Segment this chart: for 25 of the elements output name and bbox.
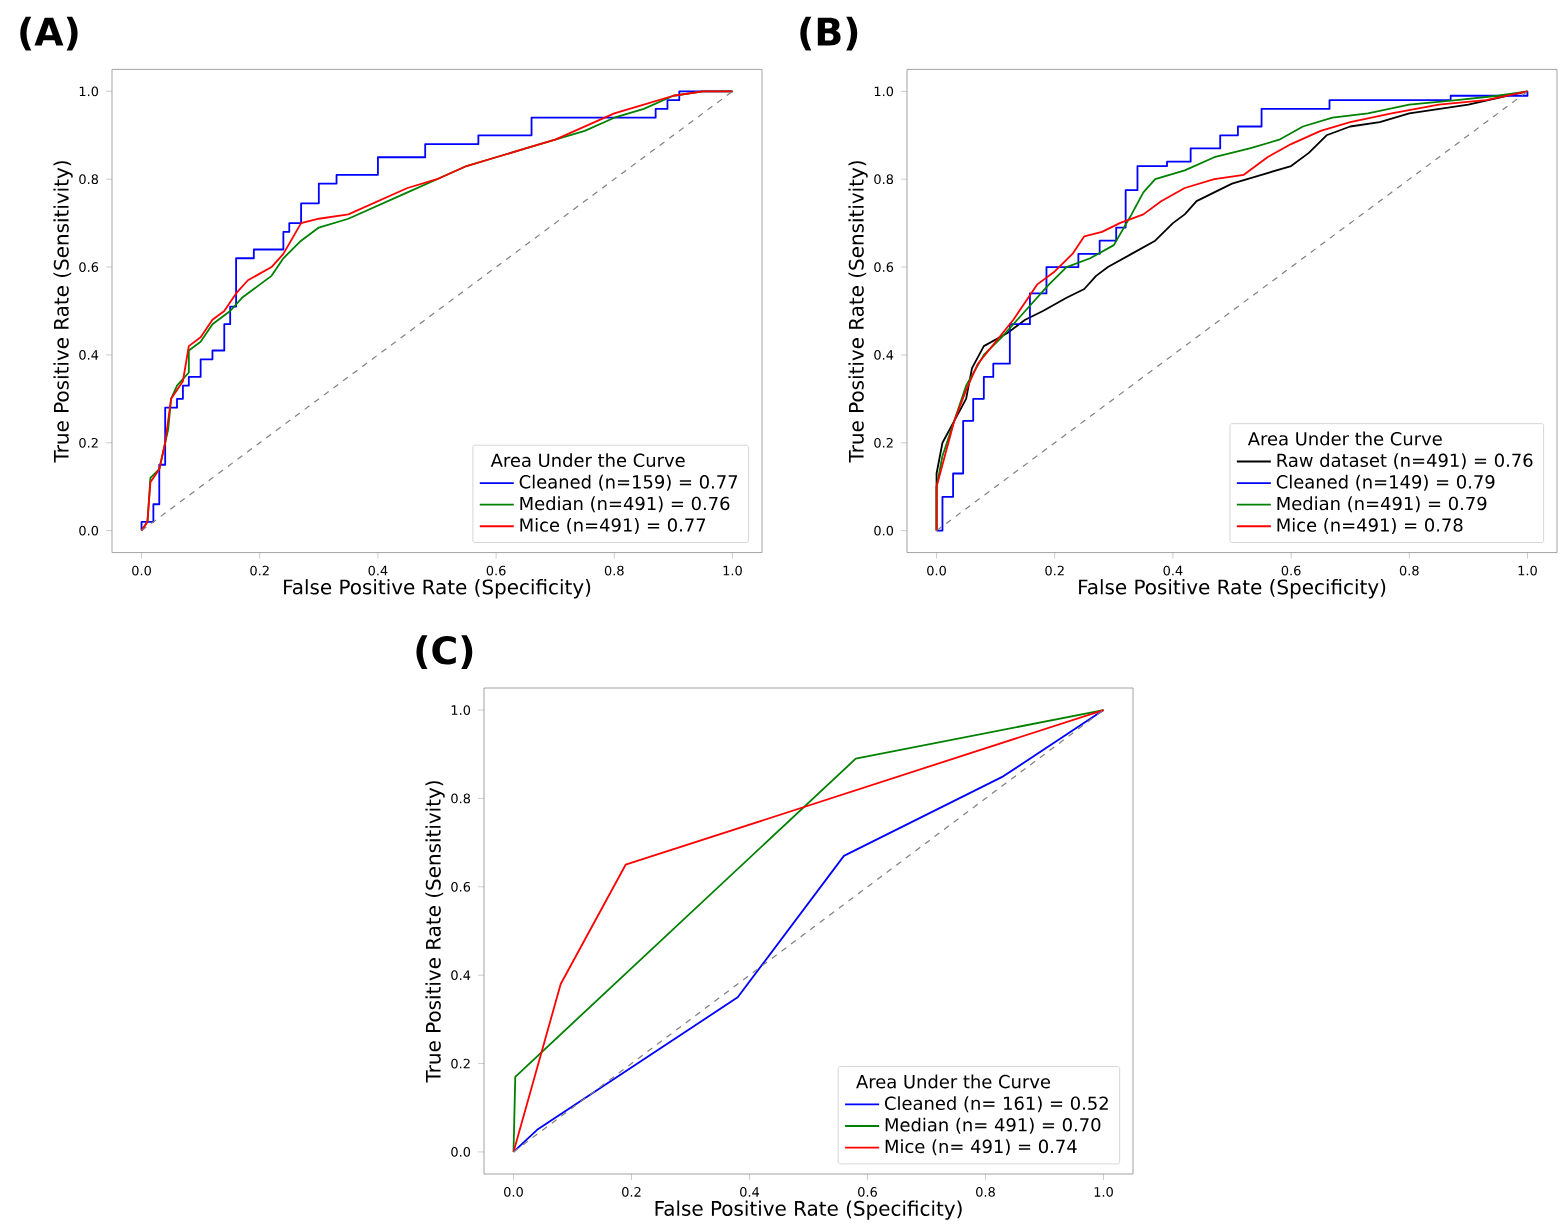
legend-label: Median (n= 491) = 0.70 [885, 1117, 1101, 1134]
legend-label: Mice (n=491) = 0.77 [520, 517, 706, 534]
legend-label: Median (n=491) = 0.76 [520, 496, 730, 513]
legend-label: Mice (n=491) = 0.78 [1277, 517, 1463, 534]
line-series [512, 709, 1105, 1153]
y-axis-title: True Positive Rate (Sensitivity) [848, 161, 868, 463]
line-series [935, 90, 1529, 532]
line-series [140, 90, 734, 532]
x-axis-title: False Positive Rate (Specificity) [284, 579, 591, 599]
y-axis-title: True Positive Rate (Sensitivity) [425, 781, 445, 1083]
legend-title: Area Under the Curve [490, 453, 685, 468]
legend-label: Mice (n= 491) = 0.74 [885, 1139, 1077, 1156]
y-axis-title: True Positive Rate (Sensitivity) [53, 161, 73, 463]
legend-label: Cleaned (n=149) = 0.79 [1276, 474, 1495, 491]
chart-title: (C) [416, 635, 473, 670]
legend-label: Cleaned (n=159) = 0.77 [519, 474, 738, 491]
legend-label: Raw dataset (n=491) = 0.76 [1277, 453, 1533, 470]
chart-title: (A) [20, 16, 78, 51]
x-axis-title: False Positive Rate (Specificity) [655, 1200, 962, 1220]
chart-title: (B) [800, 16, 858, 51]
legend-title: Area Under the Curve [1247, 431, 1442, 446]
legend-label: Cleaned (n= 161) = 0.52 [884, 1096, 1108, 1113]
x-axis-title: False Positive Rate (Specificity) [1079, 579, 1386, 599]
legend-title: Area Under the Curve [856, 1074, 1051, 1089]
legend-label: Median (n=491) = 0.79 [1277, 496, 1487, 513]
